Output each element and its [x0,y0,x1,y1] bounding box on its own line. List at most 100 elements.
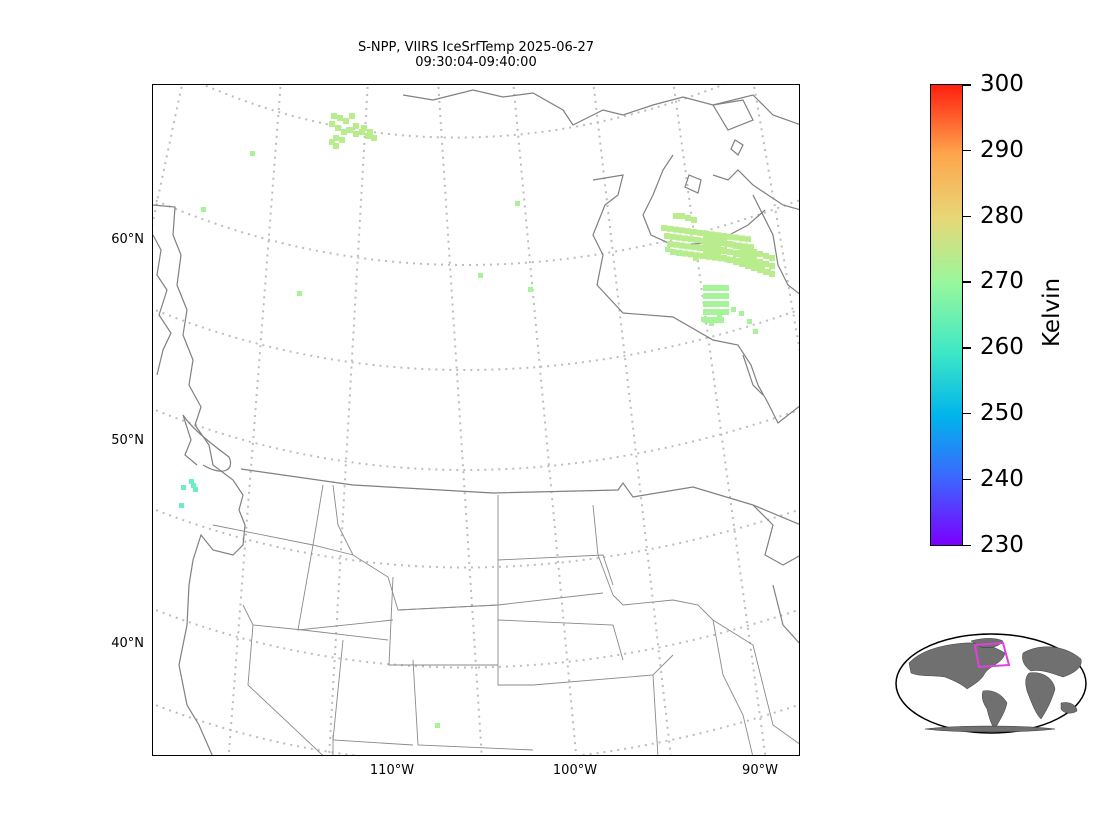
hudson-bay-east [752,194,799,295]
data-pixel [688,236,694,243]
data-pixel [739,235,745,242]
data-pixel [733,234,739,241]
border-wa-or-id [212,524,499,611]
data-pixel [676,234,682,241]
data-pixel [721,233,727,239]
data-pixel [673,213,679,219]
border-id-mt [332,484,354,556]
data-pixel [339,137,345,143]
data-pixel [665,247,670,252]
bc-islands [153,234,172,376]
border-nv-ut-az [332,639,414,746]
vancouver-island [182,414,232,472]
border-nd-sd [497,554,614,586]
data-pixel [367,129,373,135]
world-land [908,638,1082,733]
data-pixel [715,253,721,259]
colorbar-ticklabel-280: 280 [980,202,1024,229]
data-pixel [343,118,349,124]
data-pixel [661,225,667,231]
colorbar-tick-230 [963,544,971,546]
data-pixel [697,245,703,251]
africa-land [1025,672,1056,720]
colorbar-tick-260 [963,347,971,349]
data-pixel [751,257,757,263]
coastlines [153,89,799,755]
data-pixel [670,233,676,240]
data-pixel [701,317,706,322]
border-wyoming [388,576,498,666]
border-nd-mn [592,504,614,596]
data-pixel [189,479,194,484]
pacific-coast [153,204,246,755]
data-pixel [713,309,719,315]
data-pixel [765,269,771,275]
data-pixel [333,135,339,141]
data-pixel [193,487,198,492]
data-pixel [685,243,691,250]
lon-gridline-95 [592,85,672,755]
data-pixel [708,317,714,323]
colorbar-ticklabel-260: 260 [980,334,1024,361]
data-pixel [718,285,724,291]
data-pixel [670,249,676,255]
lat-gridline-65 [153,198,799,266]
data-pixel [361,125,367,131]
colorbar-ticklabel-230: 230 [980,531,1024,558]
data-pixel [691,217,697,223]
data-pixel [697,229,703,236]
data-pixel [709,251,715,257]
data-pixel [708,301,714,307]
title-line-1: S-NPP, VIIRS IceSrfTemp 2025-06-27 [357,40,595,55]
data-pixel [337,115,343,121]
data-pixel [718,293,724,299]
data-pixel [679,227,685,234]
arctic-island-a [712,99,754,131]
lat-gridline-55 [153,407,799,471]
data-pixel [733,251,739,257]
colorbar-ticklabel-290: 290 [980,136,1024,163]
data-pixel [769,263,775,269]
colorbar-label: Kelvin [1039,277,1065,347]
data-pixel [682,250,688,257]
plot-title: S-NPP, VIIRS IceSrfTemp 2025-06-27 09:30… [300,40,652,70]
data-pixel [745,247,751,253]
data-pixel [703,249,709,255]
longitude-gridlines [153,85,799,755]
data-pixel [685,228,691,235]
data-pixel [709,235,715,241]
data-pixel [685,215,691,221]
data-pixel [753,261,759,267]
data-pixel [751,265,757,271]
colorbar-ticklabel-270: 270 [980,268,1024,295]
data-pixel [201,207,206,212]
data-pixel [739,253,745,259]
title-line-2: 09:30:04-09:40:00 [415,55,537,70]
data-pixel [371,135,377,141]
data-pixel [329,139,335,145]
southampton-island [642,154,766,246]
data-pixel [353,131,359,137]
antarctica-land [924,725,1056,733]
data-pixel [708,309,714,315]
lon-gridline-125 [153,85,183,226]
lat-label-60: 60°N [111,232,144,247]
map-canvas [153,85,799,755]
data-pixel [179,503,184,508]
arctic-island-c [730,139,744,156]
haida-coast [182,414,198,466]
lon-label-110w: 110°W [369,763,415,778]
border-sd-ne [497,619,624,661]
data-pixel [753,329,758,334]
data-pixel [694,237,700,243]
data-pixel [667,241,673,247]
data-pixel [763,261,769,267]
lat-gridline-60 [153,307,799,371]
data-pixel [715,232,721,239]
data-pixel [703,241,709,247]
arctic-islands [402,89,799,126]
data-pixel [739,245,745,251]
map-panel[interactable] [152,84,800,756]
data-pixel [731,307,736,312]
data-pixel [713,285,719,291]
